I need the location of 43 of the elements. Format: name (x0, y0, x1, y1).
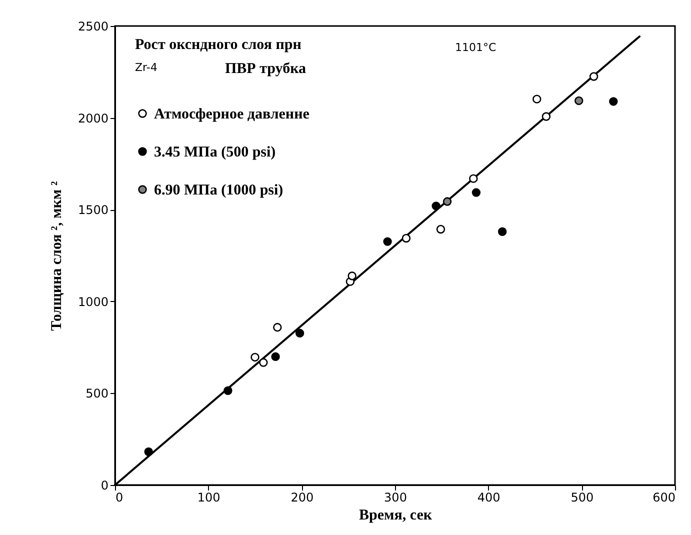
point (532, 94, 542, 104)
legend-label: Атмосферное давленне (154, 106, 310, 122)
x-tick-label: 100 (197, 490, 220, 504)
point (436, 224, 446, 234)
point (383, 237, 392, 246)
point (144, 447, 153, 456)
y-tick-label: 2000 (78, 111, 108, 126)
point (472, 188, 481, 197)
point (442, 197, 452, 206)
x-tick-label: 600 (652, 490, 676, 504)
y-tick-label: 500 (86, 386, 108, 401)
x-tick-label: 0 (116, 490, 124, 504)
x-tick-label: 400 (477, 490, 500, 504)
point (609, 97, 618, 106)
point (402, 234, 411, 243)
y-tick-label: 1000 (78, 294, 108, 309)
x-tick-label: 500 (570, 490, 594, 504)
annotation: Рост оксндного слоя прн (135, 37, 302, 53)
point (469, 174, 478, 183)
y-tick-label: 0 (100, 478, 108, 492)
legend-label: 3.45 МПа (500 psi) (154, 144, 276, 160)
x-axis-title: Время, сек (359, 508, 432, 524)
point (574, 96, 584, 106)
legend-label: 6.90 МПа (1000 psi) (154, 182, 284, 198)
point (259, 358, 268, 367)
x-tick-label: 200 (290, 490, 314, 504)
y-axis-title: Толщина слоя ², мкм ² (48, 180, 65, 331)
annotation: Zr-4 (135, 61, 158, 74)
point (589, 72, 598, 81)
x-tick-label: 300 (384, 490, 407, 504)
point (348, 272, 356, 280)
point (295, 328, 304, 338)
point (273, 322, 282, 332)
annotation: ПВР трубка (225, 61, 306, 77)
point (498, 227, 507, 236)
y-tick-label: 2500 (78, 20, 108, 34)
point (250, 352, 260, 362)
point (542, 112, 551, 121)
y-tick-label: 1500 (78, 203, 108, 218)
point (224, 386, 232, 395)
point (432, 202, 440, 210)
annotation: 1101°C (455, 41, 496, 54)
point (271, 352, 280, 362)
